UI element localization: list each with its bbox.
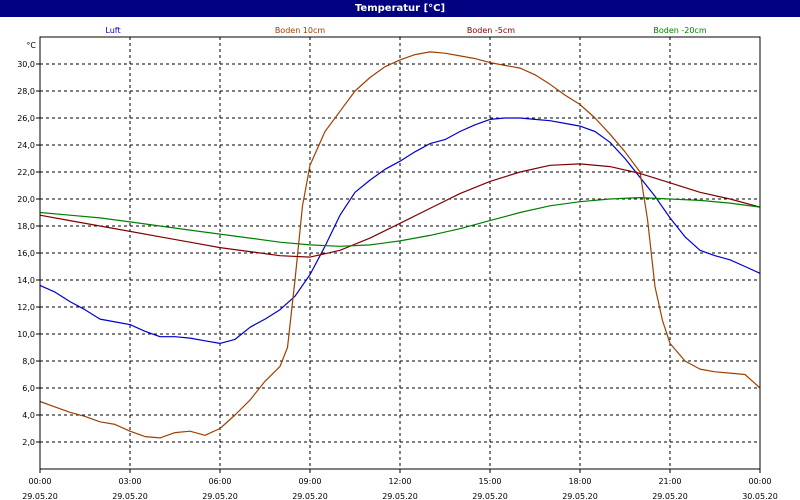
x-tick-time-label: 00:00 [28, 477, 51, 486]
legend-label: Boden 10cm [275, 26, 326, 35]
x-tick-date-label: 29.05.20 [202, 492, 238, 500]
temperature-chart: 2,0 4,0 6,0 8,0 10,0 12,0 14,0 16,0 18,0 20,0 22,0… [17, 26, 778, 500]
y-tick-label: 28,0 [17, 87, 35, 96]
x-tick-date-label: 29.05.20 [562, 492, 598, 500]
x-tick-time-label: 06:00 [208, 477, 231, 486]
y-tick-label: 4,0 [22, 411, 35, 420]
x-tick-time-label: 12:00 [388, 477, 411, 486]
y-tick-label: 6,0 [22, 384, 35, 393]
x-tick-date-label: 29.05.20 [112, 492, 148, 500]
x-tick-date-label: 29.05.20 [292, 492, 328, 500]
y-tick-label: 22,0 [17, 168, 35, 177]
x-tick-time-label: 00:00 [748, 477, 771, 486]
y-tick-label: 30,0 [17, 60, 35, 69]
x-tick-time-label: 03:00 [118, 477, 141, 486]
y-tick-label: 8,0 [22, 357, 35, 366]
legend-label: Boden -20cm [653, 26, 706, 35]
y-tick-label: 26,0 [17, 114, 35, 123]
x-tick-date-label: 29.05.20 [472, 492, 508, 500]
y-axis-unit: °C [26, 41, 36, 50]
x-tick-date-label: 29.05.20 [22, 492, 58, 500]
series-line [39, 197, 761, 247]
series-line [39, 163, 761, 258]
grid [40, 37, 760, 469]
x-tick-time-label: 18:00 [568, 477, 591, 486]
y-tick-label: 18,0 [17, 222, 35, 231]
legend-label: Luft [105, 26, 120, 35]
chart-title: Temperatur [°C] [0, 0, 800, 17]
y-tick-label: 14,0 [17, 276, 35, 285]
y-axis-ticks: 2,0 4,0 6,0 8,0 10,0 12,0 14,0 16,0 18,0 20,0 22,0… [17, 60, 40, 447]
x-tick-time-label: 09:00 [298, 477, 321, 486]
y-tick-label: 12,0 [17, 303, 35, 312]
y-tick-label: 10,0 [17, 330, 35, 339]
series-line [39, 51, 761, 439]
y-tick-label: 16,0 [17, 249, 35, 258]
y-tick-label: 2,0 [22, 438, 35, 447]
legend-label: Boden -5cm [467, 26, 515, 35]
series-line [39, 117, 761, 344]
y-tick-label: 20,0 [17, 195, 35, 204]
x-axis-ticks: 00:00 29.05.20 03:00 29.05.20 06:00 29.05.20 0… [22, 469, 778, 500]
x-tick-date-label: 30.05.20 [742, 492, 778, 500]
x-tick-date-label: 29.05.20 [382, 492, 418, 500]
x-tick-time-label: 21:00 [658, 477, 681, 486]
legend: Luft Boden 10cm Boden -5cm Boden -20cm [105, 26, 706, 35]
x-tick-date-label: 29.05.20 [652, 492, 688, 500]
y-tick-label: 24,0 [17, 141, 35, 150]
series-lines [39, 51, 761, 439]
x-tick-time-label: 15:00 [478, 477, 501, 486]
